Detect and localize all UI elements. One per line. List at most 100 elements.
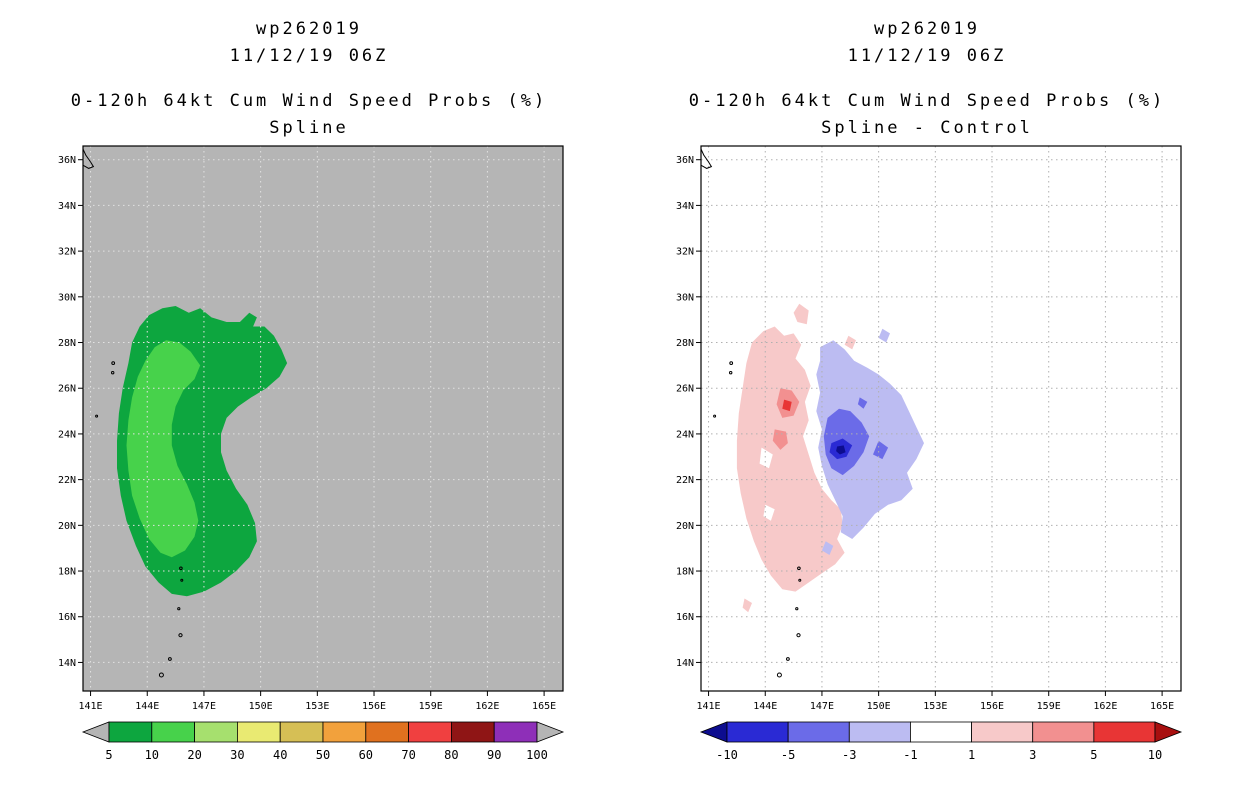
chart-variant-label: Spline: [269, 118, 349, 138]
lon-tick-label: 165E: [1150, 701, 1174, 712]
colorbar-tick-label: 40: [273, 748, 287, 762]
lat-tick-label: 20N: [58, 521, 76, 532]
contour-region--3-to--5: [857, 397, 868, 409]
island-outline: [158, 672, 164, 678]
colorbar-arrow-left: [81, 721, 110, 743]
lon-tick-label: 141E: [697, 701, 721, 712]
contour-region-hole-0: [763, 504, 775, 521]
lon-tick-label: 141E: [79, 701, 103, 712]
lon-tick-label: 159E: [1037, 701, 1061, 712]
lat-tick-label: 26N: [676, 384, 694, 395]
right-subtitle-block: 0-120h 64kt Cum Wind Speed Probs (%) Spl…: [689, 88, 1165, 142]
lat-tick-label: 16N: [676, 612, 694, 623]
colorbar-tick-label: -3: [842, 748, 856, 762]
colorbar-tick-label: 90: [487, 748, 501, 762]
colorbar-arrow-right: [1154, 721, 1183, 743]
island-outline: [798, 578, 802, 582]
lat-tick-label: 30N: [676, 292, 694, 303]
map-frame: [700, 145, 1182, 692]
colorbar-tick-label: 100: [526, 748, 548, 762]
colorbar-segment: [322, 721, 367, 743]
chart-variant-label: Spline - Control: [821, 118, 1033, 138]
contour-region-+1-to-+3: [742, 598, 752, 613]
colorbar-tick-label: 5: [105, 748, 112, 762]
colorbar-tick-label: 30: [230, 748, 244, 762]
lat-tick-label: 26N: [58, 384, 76, 395]
lon-tick-label: 144E: [753, 701, 777, 712]
contour-region-10-20-pct: [126, 340, 201, 558]
colorbar-segment: [787, 721, 850, 743]
contour-region-+3-to-+5: [772, 429, 788, 450]
map-spline-minus-control: 36N 34N 32N 30N 28N 26N 24N 22N 20N 18N 16N 14N 141E…: [676, 145, 1182, 712]
colorbar-tick-label: -10: [716, 748, 738, 762]
colorbar-segment: [151, 721, 196, 743]
lat-tick-label: 20N: [676, 521, 694, 532]
lat-tick-label: 34N: [676, 201, 694, 212]
lat-tick-label: 28N: [676, 338, 694, 349]
island-outline: [168, 657, 172, 661]
lat-tick-label: 18N: [676, 567, 694, 578]
island-outline: [95, 414, 99, 418]
chart-subtitle: 0-120h 64kt Cum Wind Speed Probs (%): [688, 91, 1166, 111]
lat-tick-label: 36N: [58, 155, 76, 166]
colorbar-segment: [365, 721, 409, 743]
page-title: wp262019: [256, 19, 362, 39]
colorbar-segment: [1032, 721, 1095, 743]
colorbar-segment: [279, 721, 324, 743]
lat-tick-label: 32N: [58, 247, 76, 258]
contour-region-+1-to-+3: [793, 303, 809, 325]
lon-tick-label: 162E: [1093, 701, 1117, 712]
island-outline: [180, 578, 184, 582]
island-outline: [111, 361, 116, 366]
lon-tick-label: 147E: [810, 701, 834, 712]
colorbar-tick-label: 5: [1090, 748, 1097, 762]
lat-tick-label: 24N: [58, 429, 76, 440]
contour-region--3-to--5: [873, 440, 889, 460]
lat-tick-label: 30N: [58, 292, 76, 303]
lon-tick-label: 150E: [249, 701, 273, 712]
run-datetime: 11/12/19 06Z: [847, 46, 1007, 66]
colorbar-spline-minus-control: -10 -5 -3 -1 1 3 5 10: [699, 721, 1183, 762]
coastline: [701, 147, 713, 169]
contour-region-below--10: [836, 445, 846, 455]
lon-tick-label: 153E: [305, 701, 329, 712]
contour-region--1-to--3: [878, 328, 890, 343]
contour-region-+5-to-+10: [782, 399, 792, 412]
colorbar-tick-label: 70: [401, 748, 415, 762]
lat-tick-label: 16N: [58, 612, 76, 623]
lat-tick-label: 24N: [676, 429, 694, 440]
panel-spline-minus-control: wp262019 11/12/19 06Z 0-120h 64kt Cum Wi…: [618, 0, 1236, 800]
lon-tick-label: 150E: [867, 701, 891, 712]
chart-subtitle: 0-120h 64kt Cum Wind Speed Probs (%): [70, 91, 548, 111]
island-outline: [177, 607, 181, 611]
island-outline: [729, 361, 734, 366]
island-outline: [179, 566, 183, 571]
map-frame: [82, 145, 564, 692]
island-outline: [786, 657, 790, 661]
island-outline: [797, 566, 801, 571]
colorbar-segment: [726, 721, 789, 743]
colorbar-tick-label: 60: [359, 748, 373, 762]
lat-tick-label: 36N: [676, 155, 694, 166]
lon-tick-label: 144E: [135, 701, 159, 712]
lat-tick-label: 14N: [58, 658, 76, 669]
panel-spline: wp262019 11/12/19 06Z 0-120h 64kt Cum Wi…: [58, 19, 565, 762]
island-outline: [796, 633, 801, 638]
island-outline: [776, 672, 782, 678]
left-subtitle-block: 0-120h 64kt Cum Wind Speed Probs (%) Spl…: [71, 88, 547, 142]
colorbar-segment: [910, 721, 972, 743]
colorbar-segment: [1093, 721, 1156, 743]
lon-tick-label: 159E: [419, 701, 443, 712]
contour-region--1-to--3: [821, 541, 834, 555]
lat-tick-label: 18N: [58, 567, 76, 578]
contour-region--1-to--3: [816, 340, 924, 539]
colorbar-segment: [971, 721, 1034, 743]
lat-tick-label: 32N: [676, 247, 694, 258]
colorbar-tick-label: 50: [316, 748, 330, 762]
colorbar-segment: [194, 721, 238, 743]
map-spline: 36N 34N 32N 30N 28N 26N 24N 22N 20N 18N 16N 14N 141E…: [58, 145, 564, 712]
colorbar-spline: 5 10 20 30 40 50 60 70 80 90 100: [81, 721, 565, 762]
right-title-block: wp262019 11/12/19 06Z 0-120h 64kt Cum Wi…: [689, 16, 1165, 142]
colorbar-segment: [493, 721, 538, 743]
